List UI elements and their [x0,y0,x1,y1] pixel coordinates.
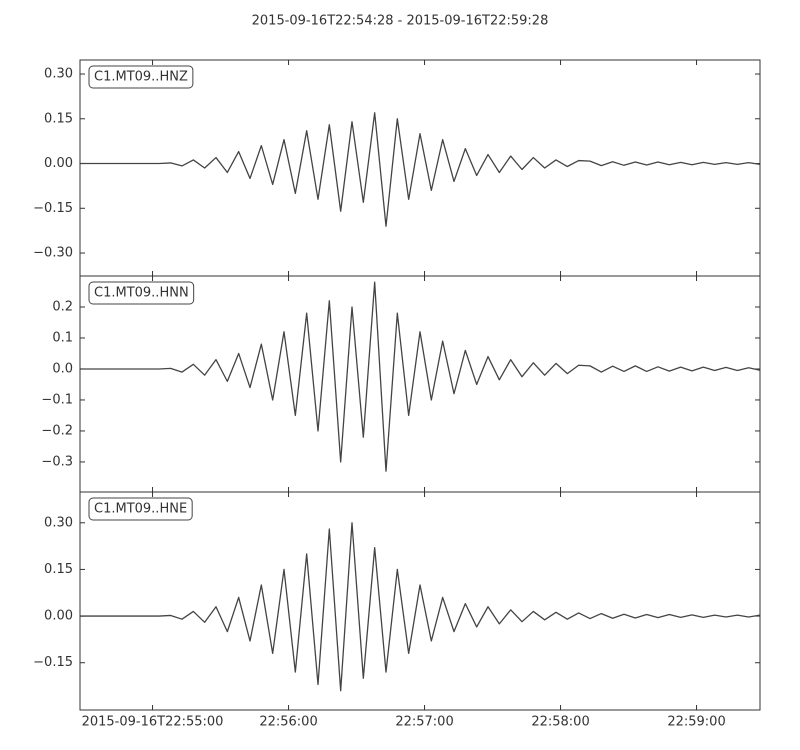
x-tick-label: 2015-09-16T22:55:00 [82,715,224,730]
y-tick-label: 0.15 [44,562,73,577]
y-tick-label: −0.2 [41,423,73,438]
y-tick-label: 0.30 [44,67,73,82]
y-tick-label: 0.2 [52,299,73,314]
y-tick-label: 0.1 [52,330,73,345]
y-tick-label: 0.15 [44,111,73,126]
y-tick-label: 0.00 [44,609,73,624]
plot-frame [79,491,761,711]
y-tick-label: −0.15 [33,655,73,670]
waveform [80,112,761,227]
legend-label: C1.MT09..HNN [94,286,189,301]
legend-label: C1.MT09..HNZ [94,70,188,85]
waveform [80,281,761,472]
legend-box [88,65,194,89]
x-tick-label: 22:56:00 [259,715,317,730]
x-tick-label: 22:58:00 [531,715,589,730]
legend-box [88,281,195,305]
y-tick-label: 0.30 [44,515,73,530]
x-tick-label: 22:59:00 [667,715,725,730]
x-tick-label: 22:57:00 [395,715,453,730]
y-tick-label: −0.15 [33,201,73,216]
legend-label: C1.MT09..HNE [94,502,187,517]
y-tick-label: −0.1 [41,392,73,407]
y-tick-label: 0.0 [52,361,73,376]
y-tick-label: 0.00 [44,156,73,171]
legend-box [88,497,193,521]
y-tick-label: −0.30 [33,246,73,261]
waveform [80,522,761,692]
y-tick-label: −0.3 [41,454,73,469]
chart-title: 2015-09-16T22:54:28 - 2015-09-16T22:59:2… [252,14,549,29]
